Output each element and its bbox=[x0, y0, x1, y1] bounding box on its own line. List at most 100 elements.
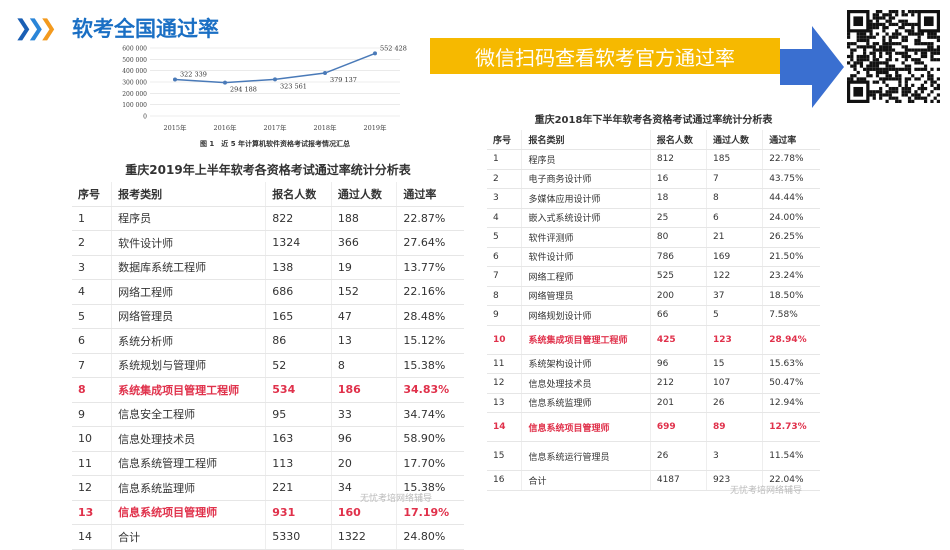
table-cell: 14 bbox=[487, 412, 523, 442]
column-header: 序号 bbox=[487, 130, 523, 150]
data-label: 552 428 bbox=[380, 44, 407, 52]
column-header: 报名类别 bbox=[521, 130, 651, 150]
table-cell: 12.73% bbox=[762, 412, 820, 442]
table-row: 5 网络管理员 165 47 28.48% bbox=[72, 304, 464, 329]
table-row: 13 信息系统项目管理师 931 160 17.19% bbox=[72, 500, 464, 525]
column-header: 报名人数 bbox=[265, 182, 332, 207]
table-cell: 5 bbox=[487, 227, 523, 248]
table-cell: 13 bbox=[487, 393, 523, 413]
table-cell: 37 bbox=[706, 286, 764, 306]
table-row: 15 信息系统运行管理员 26 3 11.54% bbox=[487, 441, 820, 471]
table-cell: 24.80% bbox=[396, 524, 464, 550]
table-cell: 系统集成项目管理工程师 bbox=[111, 377, 267, 403]
column-header: 通过率 bbox=[762, 130, 820, 150]
table-row: 5 软件评测师 80 21 26.25% bbox=[487, 227, 820, 248]
table-cell: 165 bbox=[265, 304, 332, 329]
table-row: 3 数据库系统工程师 138 19 13.77% bbox=[72, 255, 464, 280]
table-cell: 96 bbox=[650, 354, 708, 374]
table-cell: 信息处理技术员 bbox=[111, 426, 267, 452]
chart-title: 图 1 近 5 年计算机软件资格考试报考情况汇总 bbox=[200, 139, 350, 148]
table-cell: 22.16% bbox=[396, 279, 464, 305]
table-cell: 4187 bbox=[650, 470, 708, 491]
x-tick-label: 2019年 bbox=[363, 123, 387, 132]
table-cell: 138 bbox=[265, 255, 332, 280]
table-cell: 20 bbox=[331, 451, 398, 476]
table-row: 8 网络管理员 200 37 18.50% bbox=[487, 286, 820, 306]
table-cell: 7 bbox=[72, 353, 113, 378]
table-cell: 合计 bbox=[111, 524, 267, 550]
table-cell: 26 bbox=[706, 393, 764, 413]
table-cell: 5330 bbox=[265, 524, 332, 550]
table-row: 9 网络规划设计师 66 5 7.58% bbox=[487, 305, 820, 326]
table-cell: 信息系统监理师 bbox=[111, 475, 267, 501]
table-cell: 66 bbox=[650, 305, 708, 326]
data-point bbox=[273, 77, 277, 82]
table-cell: 18.50% bbox=[762, 286, 820, 306]
right-table-caption: 重庆2018年下半年软考各资格考试通过率统计分析表 bbox=[534, 115, 773, 126]
data-label: 379 137 bbox=[330, 76, 357, 84]
table-cell: 96 bbox=[331, 426, 398, 452]
table-cell: 4 bbox=[72, 279, 113, 305]
x-tick-label: 2018年 bbox=[313, 123, 337, 132]
arrow-right-icon bbox=[780, 26, 844, 108]
table-cell: 系统架构设计师 bbox=[521, 354, 651, 374]
table-cell: 3 bbox=[72, 255, 113, 280]
table-cell: 6 bbox=[487, 247, 523, 267]
y-tick-label: 400 000 bbox=[122, 68, 147, 75]
table-cell: 信息系统管理工程师 bbox=[111, 451, 267, 476]
table-cell: 10 bbox=[72, 426, 113, 452]
table-cell: 5 bbox=[706, 305, 764, 326]
table-row: 4 嵌入式系统设计师 25 6 24.00% bbox=[487, 208, 820, 228]
table-cell: 686 bbox=[265, 279, 332, 305]
table-cell: 27.64% bbox=[396, 230, 464, 256]
table-row: 11 信息系统管理工程师 113 20 17.70% bbox=[72, 451, 464, 476]
table-row: 4 网络工程师 686 152 22.16% bbox=[72, 279, 464, 305]
table-cell: 169 bbox=[706, 247, 764, 267]
table-cell: 15 bbox=[706, 354, 764, 374]
data-point bbox=[173, 77, 177, 82]
line-chart: 0 100 000 200 000 300 000 400 000 500 000 600 … bbox=[122, 44, 407, 148]
table-cell: 9 bbox=[72, 402, 113, 427]
table-cell: 86 bbox=[265, 328, 332, 354]
table-cell: 7 bbox=[706, 169, 764, 189]
table-cell: 525 bbox=[650, 266, 708, 287]
table-cell: 信息系统项目管理师 bbox=[521, 412, 651, 442]
table-cell: 6 bbox=[706, 208, 764, 228]
table-cell: 网络规划设计师 bbox=[521, 305, 651, 326]
y-tick-label: 500 000 bbox=[122, 57, 147, 64]
table-cell: 11 bbox=[72, 451, 113, 476]
table-cell: 186 bbox=[331, 377, 398, 403]
table-cell: 24.00% bbox=[762, 208, 820, 228]
table-cell: 201 bbox=[650, 393, 708, 413]
table-cell: 7 bbox=[487, 266, 523, 287]
table-cell: 软件设计师 bbox=[111, 230, 267, 256]
table-cell: 2 bbox=[487, 169, 523, 189]
table-cell: 923 bbox=[706, 470, 764, 491]
wechat-banner: 微信扫码查看软考官方通过率 bbox=[430, 38, 780, 74]
table-cell: 13 bbox=[331, 328, 398, 354]
table-cell: 3 bbox=[706, 441, 764, 471]
table-row: 9 信息安全工程师 95 33 34.74% bbox=[72, 402, 464, 427]
table-cell: 1 bbox=[72, 206, 113, 231]
table-row: 2 软件设计师 1324 366 27.64% bbox=[72, 230, 464, 256]
table-cell: 12 bbox=[487, 373, 523, 394]
table-header: 序号 报考类别 报名人数 通过人数 通过率 bbox=[72, 182, 464, 207]
table-cell: 89 bbox=[706, 412, 764, 442]
table-cell: 16 bbox=[650, 169, 708, 189]
column-header: 报名人数 bbox=[650, 130, 708, 150]
table-cell: 4 bbox=[487, 208, 523, 228]
table-cell: 网络管理员 bbox=[521, 286, 651, 306]
table-cell: 534 bbox=[265, 377, 332, 403]
table-cell: 6 bbox=[72, 328, 113, 354]
triple-chevron-icon: ❯❯❯ bbox=[14, 16, 58, 41]
table-cell: 221 bbox=[265, 475, 332, 501]
table-cell: 8 bbox=[72, 377, 113, 403]
table-cell: 11 bbox=[487, 354, 523, 374]
table-cell: 12.94% bbox=[762, 393, 820, 413]
qr-code-icon[interactable] bbox=[847, 10, 940, 103]
table-cell: 160 bbox=[331, 500, 398, 525]
table-row: 14 信息系统项目管理师 699 89 12.73% bbox=[487, 412, 820, 442]
table-cell: 212 bbox=[650, 373, 708, 394]
table-cell: 11.54% bbox=[762, 441, 820, 471]
table-cell: 33 bbox=[331, 402, 398, 427]
